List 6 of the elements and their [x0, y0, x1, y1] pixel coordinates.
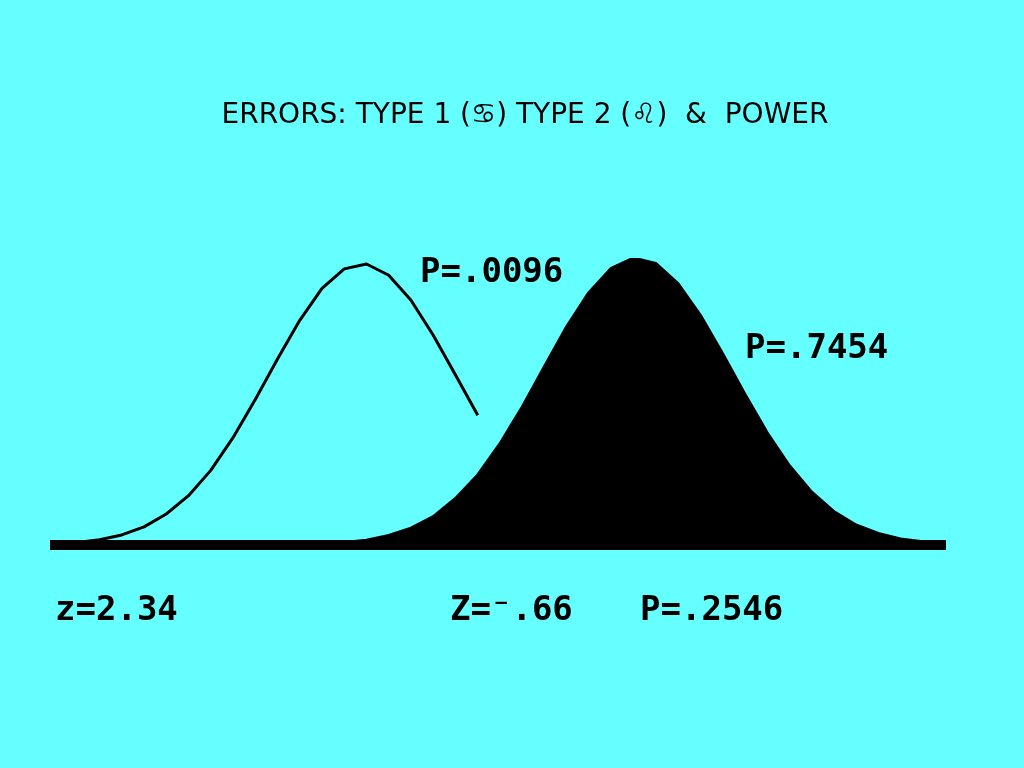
annotation: P=.0096	[420, 250, 564, 290]
chart-title: ERRORS: TYPE 1 (♋) TYPE 2 (♌) & POWER	[221, 97, 829, 130]
annotation: P=.7454	[745, 326, 889, 366]
text: Z=⁻.66	[450, 588, 573, 628]
text: P=.2546	[640, 588, 784, 628]
text: z=2.34	[55, 588, 178, 628]
